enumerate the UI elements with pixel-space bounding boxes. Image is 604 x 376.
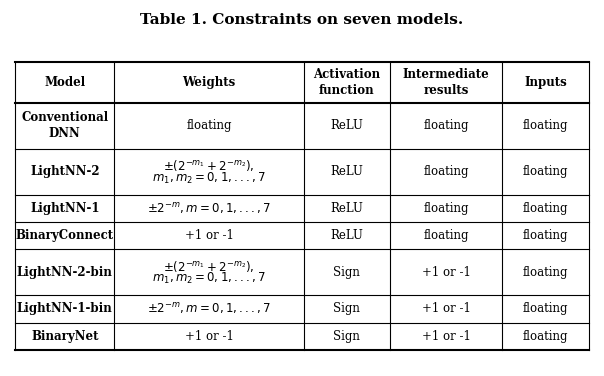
- Text: +1 or -1: +1 or -1: [422, 330, 471, 343]
- Text: $m_1, m_2 = 0,1,...,7$: $m_1, m_2 = 0,1,...,7$: [152, 170, 266, 185]
- Text: floating: floating: [423, 165, 469, 179]
- Text: LightNN-2-bin: LightNN-2-bin: [17, 266, 113, 279]
- Text: +1 or -1: +1 or -1: [185, 229, 234, 242]
- Text: ReLU: ReLU: [330, 119, 364, 132]
- Text: floating: floating: [423, 229, 469, 242]
- Text: LightNN-1: LightNN-1: [30, 202, 100, 215]
- Text: $\pm 2^{-m}, m = 0,1,...,7$: $\pm 2^{-m}, m = 0,1,...,7$: [147, 201, 271, 216]
- Text: Sign: Sign: [333, 266, 361, 279]
- Text: Sign: Sign: [333, 302, 361, 315]
- Text: floating: floating: [523, 266, 568, 279]
- Text: BinaryNet: BinaryNet: [31, 330, 98, 343]
- Text: Activation
function: Activation function: [313, 68, 381, 97]
- Text: floating: floating: [523, 330, 568, 343]
- Text: $\pm 2^{-m}, m = 0,1,...,7$: $\pm 2^{-m}, m = 0,1,...,7$: [147, 302, 271, 317]
- Text: Sign: Sign: [333, 330, 361, 343]
- Text: ReLU: ReLU: [330, 229, 364, 242]
- Text: Weights: Weights: [182, 76, 236, 89]
- Text: +1 or -1: +1 or -1: [422, 266, 471, 279]
- Text: LightNN-2: LightNN-2: [30, 165, 100, 179]
- Text: floating: floating: [523, 229, 568, 242]
- Text: Conventional
DNN: Conventional DNN: [21, 111, 108, 140]
- Text: floating: floating: [423, 202, 469, 215]
- Text: ReLU: ReLU: [330, 202, 364, 215]
- Text: $\pm(2^{-m_1} + 2^{-m_2}),$: $\pm(2^{-m_1} + 2^{-m_2}),$: [163, 259, 255, 274]
- Text: Intermediate
results: Intermediate results: [403, 68, 490, 97]
- Text: floating: floating: [523, 119, 568, 132]
- Text: Model: Model: [44, 76, 85, 89]
- Text: Table 1. Constraints on seven models.: Table 1. Constraints on seven models.: [140, 13, 464, 27]
- Text: floating: floating: [523, 202, 568, 215]
- Text: LightNN-1-bin: LightNN-1-bin: [17, 302, 113, 315]
- Text: ReLU: ReLU: [330, 165, 364, 179]
- Text: +1 or -1: +1 or -1: [185, 330, 234, 343]
- Text: Inputs: Inputs: [524, 76, 567, 89]
- Text: BinaryConnect: BinaryConnect: [16, 229, 114, 242]
- Text: floating: floating: [523, 165, 568, 179]
- Text: floating: floating: [423, 119, 469, 132]
- Text: $m_1, m_2 = 0,1,...,7$: $m_1, m_2 = 0,1,...,7$: [152, 271, 266, 286]
- Text: floating: floating: [523, 302, 568, 315]
- Text: $\pm(2^{-m_1} + 2^{-m_2}),$: $\pm(2^{-m_1} + 2^{-m_2}),$: [163, 158, 255, 173]
- Text: floating: floating: [186, 119, 232, 132]
- Text: +1 or -1: +1 or -1: [422, 302, 471, 315]
